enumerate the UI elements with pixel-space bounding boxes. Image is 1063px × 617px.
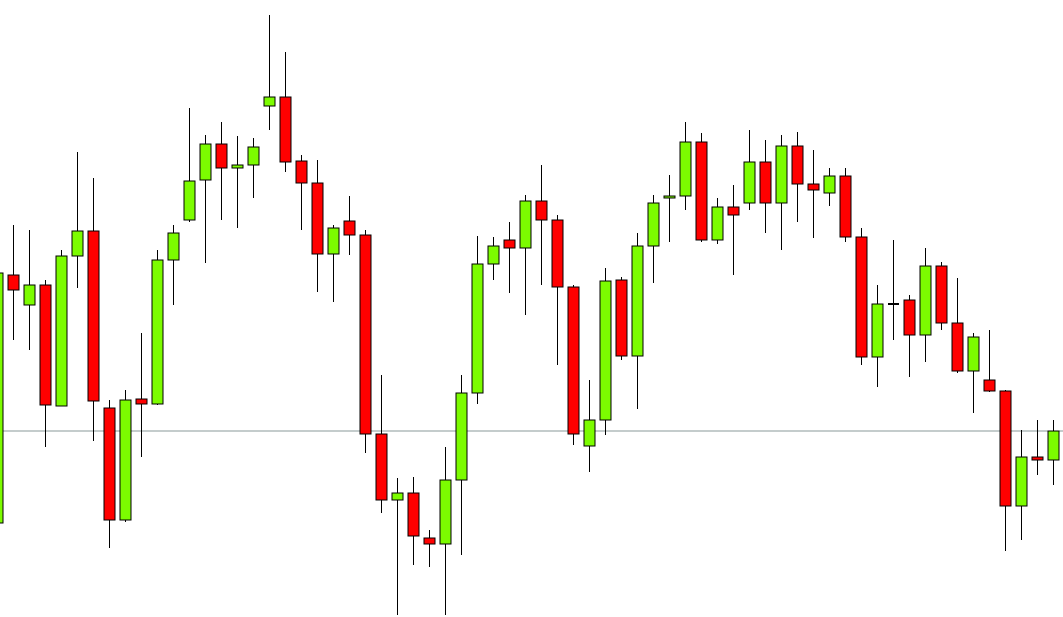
candle-body — [167, 232, 180, 261]
candle-body — [263, 96, 276, 107]
candle-body — [215, 143, 228, 169]
candle-body — [727, 206, 740, 216]
candle-body — [759, 161, 772, 204]
candle-body — [439, 479, 452, 545]
candle-body — [935, 265, 948, 324]
candle-body — [231, 164, 244, 169]
candle-body — [903, 299, 916, 336]
candle-body — [919, 265, 932, 336]
candle-body — [551, 219, 564, 288]
candle-body — [87, 230, 100, 402]
candle-body — [391, 492, 404, 501]
candle-body — [535, 200, 548, 221]
candle-body — [423, 537, 436, 545]
candle-body — [519, 200, 532, 249]
candle-body — [343, 220, 356, 236]
candle-body — [967, 336, 980, 372]
candle-body — [631, 245, 644, 357]
candle-body — [999, 390, 1012, 507]
candle-body — [471, 263, 484, 394]
candle-body — [503, 239, 516, 249]
candle-body — [23, 284, 36, 306]
candle-body — [839, 175, 852, 238]
candle-body — [871, 303, 884, 358]
candle-body — [7, 274, 20, 291]
candle-body — [183, 180, 196, 221]
candle-body — [375, 433, 388, 501]
candle-body — [407, 492, 420, 537]
candle-body — [647, 202, 660, 247]
candle-body — [1047, 430, 1060, 461]
candle-body — [855, 236, 868, 358]
candle-body — [71, 230, 84, 257]
candle-body — [743, 161, 756, 204]
candle-body — [135, 398, 148, 405]
candle-body — [327, 227, 340, 255]
candle-body — [359, 234, 372, 435]
candle-body — [599, 280, 612, 421]
candle-body — [119, 399, 132, 521]
candle-body — [775, 145, 788, 204]
candle-body — [247, 146, 260, 166]
candle-body — [39, 284, 52, 406]
candle-body — [583, 419, 596, 447]
candle-body — [279, 96, 292, 163]
candle-body — [679, 141, 692, 197]
candle-body — [663, 195, 676, 199]
candle-body — [567, 286, 580, 435]
candle-body — [199, 143, 212, 181]
candle-body — [455, 392, 468, 481]
candle-body — [807, 183, 820, 191]
candle-body — [695, 141, 708, 241]
candle-body — [295, 160, 308, 184]
candle-body — [103, 407, 116, 521]
candle-body — [711, 206, 724, 241]
candle-body — [487, 245, 500, 265]
candle-body — [983, 379, 996, 392]
candle-body — [311, 182, 324, 255]
candle-body — [823, 175, 836, 194]
candle-body — [1015, 456, 1028, 507]
candle-body — [615, 279, 628, 357]
candle-body — [951, 322, 964, 372]
candle-body — [55, 255, 68, 407]
candle-body — [791, 145, 804, 185]
candle-body — [151, 259, 164, 405]
candle-body — [1031, 456, 1044, 461]
candle-body — [0, 272, 4, 524]
